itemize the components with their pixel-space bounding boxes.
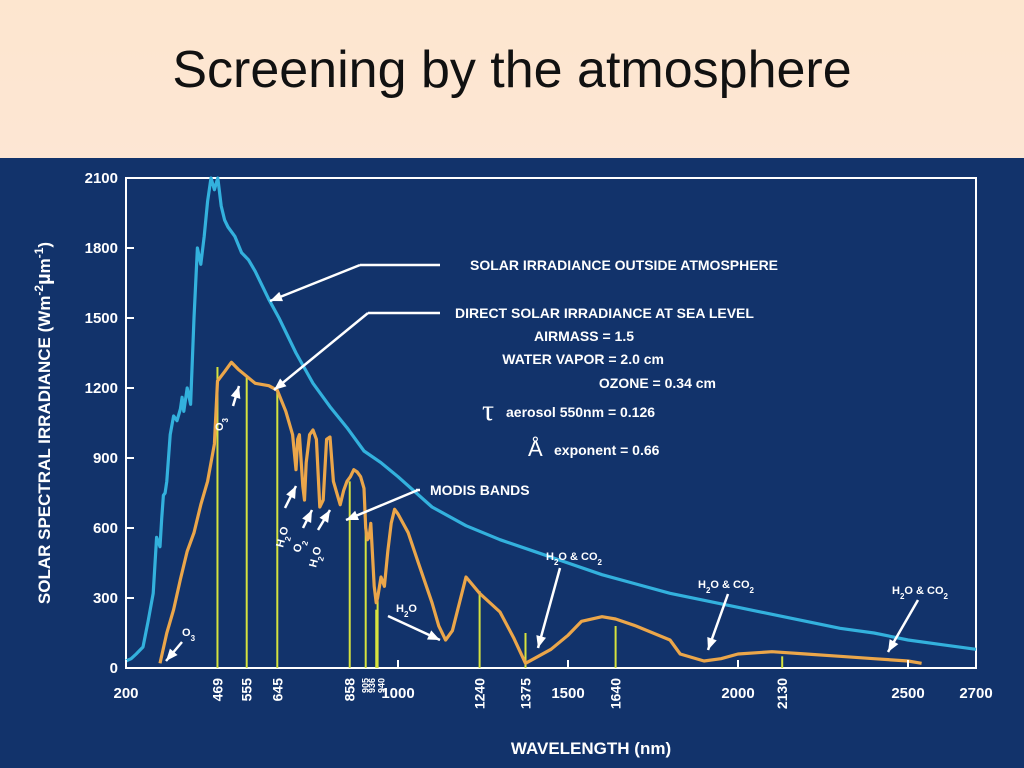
arrow-h2o-720-head [286,486,296,499]
plot-frame [125,177,977,669]
arrow-o2-760 [301,509,314,529]
arrow-sea-level-line [273,312,369,391]
arrow-h2o-co2-1400-head [536,635,547,648]
band-tick-label-1240: 1240 [472,678,488,709]
band-tick-label-1375: 1375 [518,678,534,709]
arrow-h2o-720 [283,485,298,509]
arrow-h2o-1130 [387,614,441,642]
x-tick-label-200: 200 [113,685,138,702]
label-h2o-co2-2500: H2O & CO2 [892,585,949,601]
y-tick-label-0: 0 [110,660,118,677]
arrow-modis-head [346,510,359,520]
arrow-outside-head [270,291,283,302]
x-tick-label-1500: 1500 [551,685,584,702]
arrow-outside-line [269,263,361,303]
x-tick-label-2000: 2000 [721,685,754,702]
x-tick-label-2500: 2500 [891,685,924,702]
band-tick-label-936: 936 [367,678,377,693]
spectral-irradiance-chart: 0 300 600 900 1200 1500 1800 2100 200 1000 1500 200… [32,170,993,758]
band-tick-label-2130: 2130 [774,678,790,709]
y-tick-label-1800: 1800 [85,240,118,257]
label-airmass: AIRMASS = 1.5 [534,328,634,344]
arrow-modis-line [345,488,419,522]
arrow-o3-uv-head [166,648,178,661]
axis-ticks: 0 300 600 900 1200 1500 1800 2100 200 1000 1500 200… [85,170,993,709]
arrow-h2o-co2-2500 [886,599,920,653]
arrow-h2o-820-head [319,510,330,523]
y-tick-label-900: 900 [93,450,118,467]
arrow-o2-760-head [302,510,312,523]
annotations: SOLAR IRRADIANCE OUTSIDE ATMOSPHERE DIREC… [165,257,949,662]
arrow-h2o-co2-1400-line [536,567,562,649]
x-tick-label-2700: 2700 [959,685,992,702]
y-tick-label-300: 300 [93,590,118,607]
arrow-sea-level [273,312,369,391]
arrow-modis [345,488,419,522]
band-tick-label-858: 858 [342,678,358,702]
label-h2o-720: H2O [274,525,295,550]
label-h2o-co2-1900: H2O & CO2 [698,579,755,595]
arrow-h2o-820 [316,509,332,531]
arrow-h2o-1130-head [427,630,440,640]
x-axis-label: WAVELENGTH (nm) [511,739,671,758]
y-tick-label-1500: 1500 [85,310,118,327]
band-tick-label-469: 469 [209,678,225,702]
chart-panel: 0 300 600 900 1200 1500 1800 2100 200 1000 1500 200… [0,158,1024,768]
label-h2o-co2-1400: H2O & CO2 [546,551,603,567]
label-angstrom: exponent = 0.66 [554,442,660,458]
band-tick-label-905: 905 [361,678,371,693]
label-water-vapor: WATER VAPOR = 2.0 cm [502,351,664,367]
label-o2-760: O2 [291,538,309,555]
label-outside-atmosphere: SOLAR IRRADIANCE OUTSIDE ATMOSPHERE [470,257,778,273]
series-sea-level [158,360,922,665]
band-tick-label-1640: 1640 [608,678,624,709]
label-o3-uv: O3 [182,627,196,643]
band-tick-label-555: 555 [239,678,255,702]
y-axis-label: SOLAR SPECTRAL IRRADIANCE (Wm-2µm-1) [32,242,55,604]
slide-title: Screening by the atmosphere [172,41,852,99]
label-h2o-1130: H2O [396,603,417,619]
arrow-h2o-co2-1900-head [707,637,717,650]
label-ozone: OZONE = 0.34 cm [599,375,716,391]
label-sea-level: DIRECT SOLAR IRRADIANCE AT SEA LEVEL [455,305,754,321]
arrow-o3-visible [230,385,241,407]
series-layer [125,176,977,665]
arrow-h2o-co2-1400 [536,567,562,649]
y-tick-label-1200: 1200 [85,380,118,397]
modis-bands [216,367,784,668]
band-tick-label-940: 940 [377,678,387,693]
arrow-sea-level-head [274,378,287,390]
y-tick-label-2100: 2100 [85,170,118,187]
arrow-h2o-co2-2500-head [888,639,899,652]
arrow-o3-uv [165,641,183,662]
y-tick-label-600: 600 [93,520,118,537]
label-h2o-820: H2O [307,545,328,570]
label-modis-bands: MODIS BANDS [430,482,530,498]
arrow-o3-visible-head [230,386,241,399]
series-outside-atmosphere [125,176,977,663]
axis-labels: WAVELENGTH (nm) SOLAR SPECTRAL IRRADIANCE… [32,242,671,758]
label-o3-visible: O3 [214,417,230,431]
tau-symbol: τ [482,394,494,427]
angstrom-symbol: Å [528,436,543,461]
arrow-h2o-co2-1900 [706,593,730,651]
arrow-outside [269,263,361,303]
x-tick-label-1000: 1000 [381,685,414,702]
band-tick-label-645: 645 [269,678,285,702]
label-aerosol: aerosol 550nm = 0.126 [506,404,655,420]
